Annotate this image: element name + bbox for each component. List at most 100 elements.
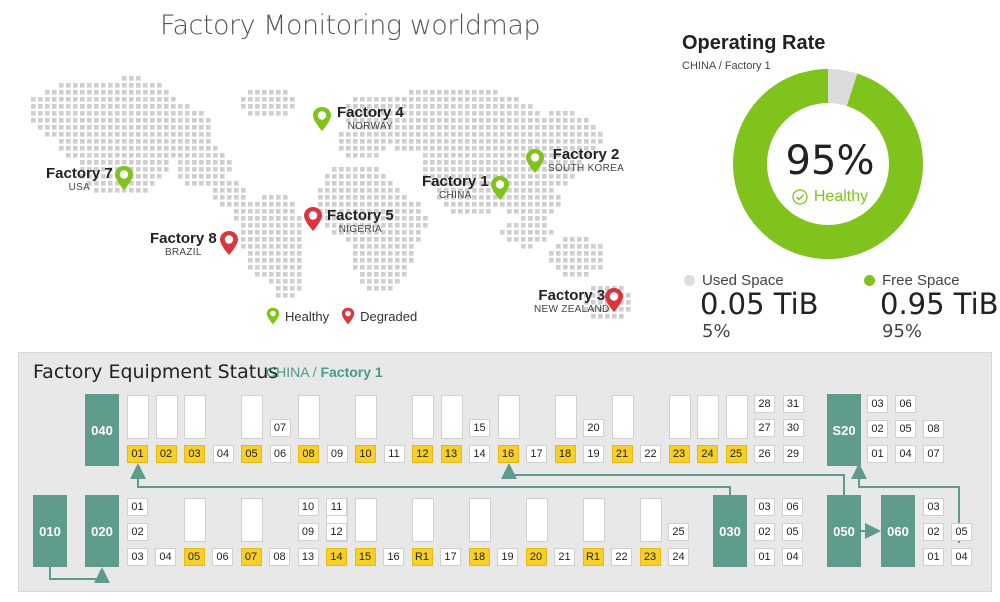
equipment-slot[interactable]: 04 bbox=[895, 445, 916, 463]
degraded-pin-icon[interactable] bbox=[303, 206, 323, 232]
equipment-rack[interactable] bbox=[155, 395, 178, 439]
equipment-slot[interactable]: 11 bbox=[383, 445, 405, 463]
equipment-slot[interactable]: 06 bbox=[212, 548, 233, 566]
equipment-rack[interactable] bbox=[582, 498, 605, 542]
equipment-slot[interactable]: 29 bbox=[782, 445, 804, 463]
equipment-slot[interactable]: 09 bbox=[326, 445, 348, 463]
equipment-slot[interactable]: 21 bbox=[611, 445, 633, 463]
equipment-slot[interactable]: 20 bbox=[525, 548, 547, 566]
equipment-slot[interactable]: 31 bbox=[782, 395, 804, 413]
equipment-rack[interactable] bbox=[240, 498, 263, 542]
equipment-rack[interactable] bbox=[554, 395, 577, 439]
equipment-slot[interactable]: 08 bbox=[269, 548, 290, 566]
factory-label[interactable]: Factory 7 USA bbox=[46, 165, 113, 193]
equipment-slot[interactable]: 11 bbox=[326, 498, 347, 516]
equipment-slot[interactable]: 01 bbox=[127, 445, 148, 463]
factory-label[interactable]: Factory 4 NORWAY bbox=[337, 104, 404, 132]
equipment-rack[interactable] bbox=[525, 498, 548, 542]
equipment-slot[interactable]: 15 bbox=[354, 548, 376, 566]
node-S20[interactable]: S20 bbox=[827, 394, 861, 466]
equipment-slot[interactable]: 05 bbox=[183, 548, 205, 566]
equipment-slot[interactable]: 19 bbox=[497, 548, 518, 566]
equipment-slot[interactable]: 13 bbox=[440, 445, 462, 463]
equipment-slot[interactable]: 12 bbox=[326, 523, 347, 541]
node-050[interactable]: 050 bbox=[827, 495, 861, 567]
equipment-rack[interactable] bbox=[412, 395, 434, 439]
equipment-slot[interactable]: 01 bbox=[867, 445, 888, 463]
equipment-slot[interactable]: 25 bbox=[725, 445, 747, 463]
equipment-slot[interactable]: 01 bbox=[754, 548, 775, 566]
equipment-slot[interactable]: 04 bbox=[212, 445, 234, 463]
equipment-slot[interactable]: 24 bbox=[668, 548, 689, 566]
equipment-rack[interactable] bbox=[184, 395, 206, 439]
equipment-slot[interactable]: 04 bbox=[951, 548, 972, 566]
equipment-rack[interactable] bbox=[241, 395, 263, 439]
equipment-slot[interactable]: 22 bbox=[611, 548, 632, 566]
equipment-slot[interactable]: 06 bbox=[895, 395, 916, 413]
equipment-slot[interactable]: 02 bbox=[155, 445, 177, 463]
healthy-pin-icon[interactable] bbox=[525, 148, 545, 174]
equipment-slot[interactable]: 04 bbox=[782, 548, 803, 566]
equipment-rack[interactable] bbox=[183, 498, 206, 542]
equipment-slot[interactable]: 21 bbox=[554, 548, 575, 566]
crumb-country[interactable]: CHINA bbox=[682, 60, 716, 72]
equipment-slot[interactable]: 03 bbox=[923, 498, 944, 516]
healthy-pin-icon[interactable] bbox=[490, 175, 510, 201]
equipment-slot[interactable]: 06 bbox=[269, 445, 291, 463]
factory-label[interactable]: Factory 8 BRAZIL bbox=[150, 230, 217, 258]
equipment-rack[interactable] bbox=[697, 395, 719, 439]
equipment-slot[interactable]: 30 bbox=[782, 419, 804, 437]
equipment-slot[interactable]: 01 bbox=[127, 498, 148, 516]
equipment-slot[interactable]: 05 bbox=[782, 523, 803, 541]
equipment-slot[interactable]: 06 bbox=[782, 498, 803, 516]
equipment-slot[interactable]: 26 bbox=[754, 445, 775, 463]
equipment-slot[interactable]: 13 bbox=[297, 548, 319, 566]
crumb-factory[interactable]: Factory 1 bbox=[724, 60, 771, 72]
factory-label[interactable]: Factory 3 NEW ZEALAND bbox=[534, 287, 610, 315]
node-060[interactable]: 060 bbox=[881, 495, 915, 567]
equipment-slot[interactable]: 02 bbox=[923, 523, 944, 541]
equipment-slot[interactable]: 16 bbox=[497, 445, 519, 463]
equipment-rack[interactable] bbox=[725, 395, 748, 439]
equipment-slot[interactable]: 03 bbox=[754, 498, 775, 516]
equipment-slot[interactable]: 03 bbox=[127, 548, 148, 566]
equipment-slot[interactable]: 18 bbox=[468, 548, 490, 566]
equipment-slot[interactable]: 28 bbox=[754, 395, 775, 413]
equipment-rack[interactable] bbox=[497, 395, 520, 439]
equipment-rack[interactable] bbox=[127, 395, 149, 439]
equipment-slot[interactable]: 27 bbox=[754, 419, 775, 437]
equipment-slot[interactable]: 04 bbox=[155, 548, 176, 566]
degraded-pin-icon[interactable] bbox=[219, 230, 239, 256]
equipment-slot[interactable]: 07 bbox=[269, 419, 291, 437]
equipment-slot[interactable]: 16 bbox=[383, 548, 404, 566]
equipment-slot[interactable]: 10 bbox=[355, 445, 376, 463]
equipment-slot[interactable]: 23 bbox=[639, 548, 661, 566]
equipment-slot[interactable]: 03 bbox=[867, 395, 888, 413]
factory-label[interactable]: Factory 5 NIGERIA bbox=[327, 207, 394, 235]
equipment-rack[interactable] bbox=[354, 498, 377, 542]
equipment-slot[interactable]: 23 bbox=[668, 445, 690, 463]
healthy-pin-icon[interactable] bbox=[114, 165, 134, 191]
equipment-slot[interactable]: 18 bbox=[554, 445, 576, 463]
equipment-slot[interactable]: 19 bbox=[583, 445, 604, 463]
equipment-slot[interactable]: 08 bbox=[298, 445, 319, 463]
equipment-slot[interactable]: 17 bbox=[526, 445, 547, 463]
equipment-slot[interactable]: 20 bbox=[583, 419, 604, 437]
equipment-rack[interactable] bbox=[611, 395, 634, 439]
factory-label[interactable]: Factory 2 SOUTH KOREA bbox=[548, 146, 624, 174]
equipment-slot[interactable]: 10 bbox=[297, 498, 319, 516]
equipment-slot[interactable]: 22 bbox=[640, 445, 661, 463]
equipment-slot[interactable]: 12 bbox=[412, 445, 433, 463]
equipment-slot[interactable]: 01 bbox=[923, 548, 944, 566]
equipment-slot[interactable]: R1 bbox=[582, 548, 604, 566]
equipment-slot[interactable]: 03 bbox=[184, 445, 205, 463]
equipment-rack[interactable] bbox=[468, 498, 491, 542]
equipment-rack[interactable] bbox=[298, 395, 320, 439]
equipment-slot[interactable]: 07 bbox=[240, 548, 262, 566]
equipment-slot[interactable]: 02 bbox=[867, 420, 888, 438]
equipment-slot[interactable]: 25 bbox=[668, 523, 689, 541]
degraded-pin-icon[interactable] bbox=[604, 287, 624, 313]
equipment-slot[interactable]: 05 bbox=[951, 523, 972, 541]
factory-label[interactable]: Factory 1 CHINA bbox=[422, 173, 489, 201]
equipment-crumb-factory[interactable]: Factory 1 bbox=[320, 364, 383, 380]
